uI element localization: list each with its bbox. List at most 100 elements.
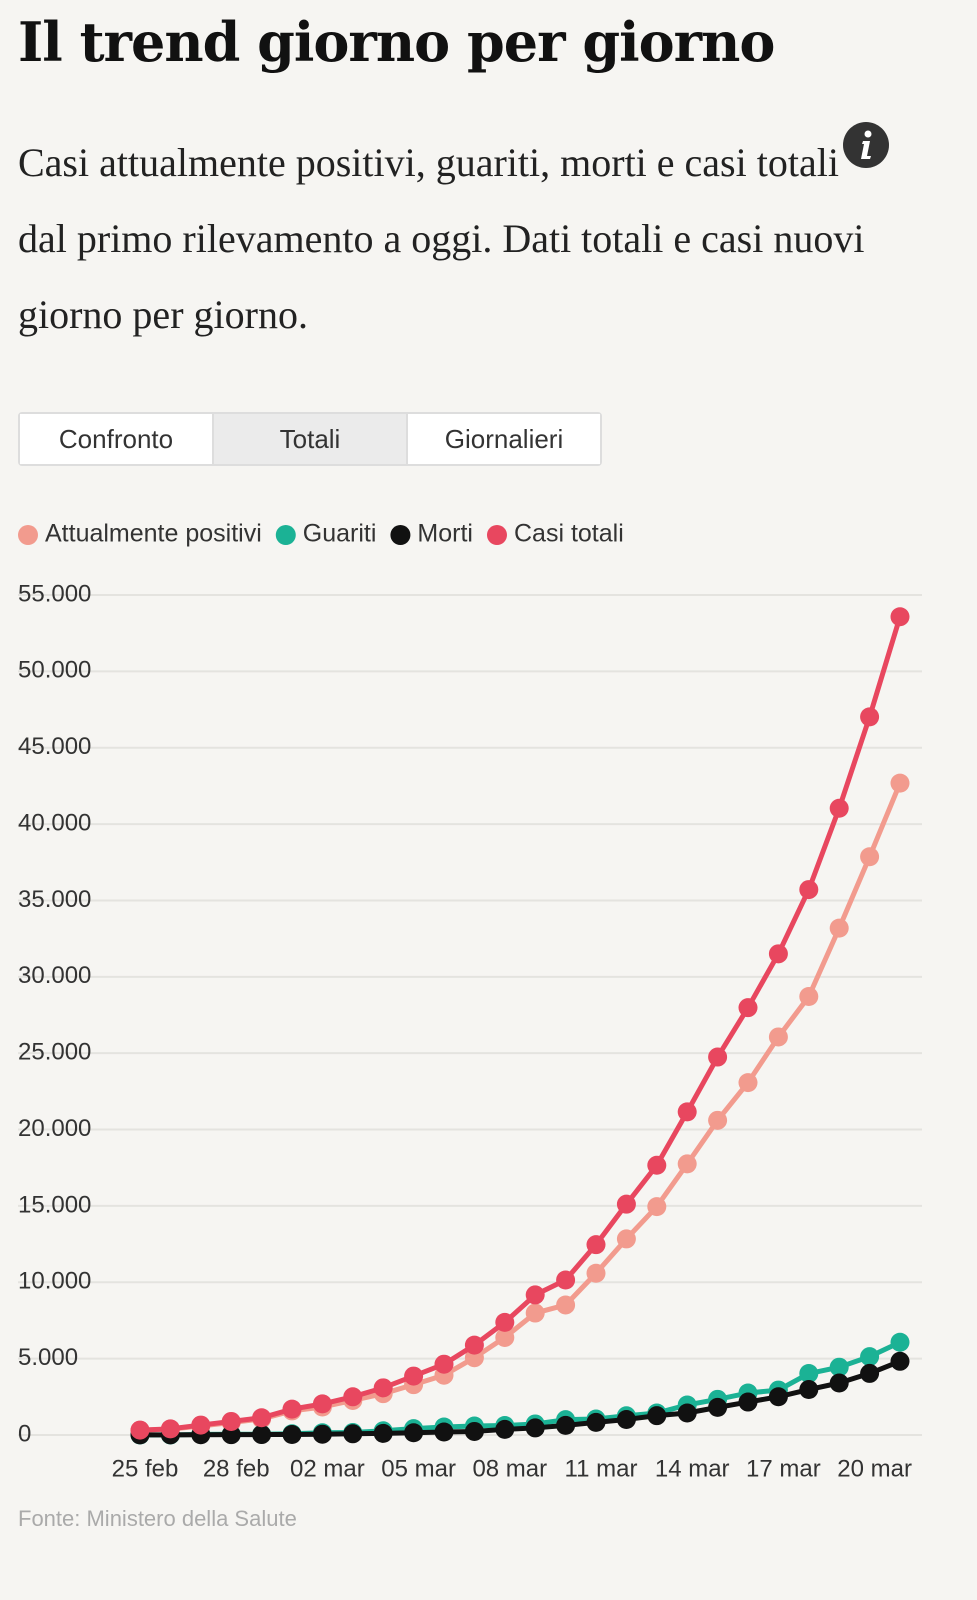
tab[interactable]: Totali xyxy=(214,414,408,464)
data-point xyxy=(890,773,910,793)
data-point xyxy=(708,1110,728,1130)
data-point xyxy=(252,1425,272,1445)
tab[interactable]: Confronto xyxy=(20,414,214,464)
data-point xyxy=(495,1327,515,1347)
tab[interactable]: Giornalieri xyxy=(408,414,600,464)
data-point xyxy=(525,1418,545,1438)
data-point xyxy=(647,1155,667,1175)
x-tick-label: 20 mar xyxy=(837,1455,912,1482)
y-tick-label: 25.000 xyxy=(18,1039,91,1066)
x-tick-label: 14 mar xyxy=(655,1455,730,1482)
y-tick-label: 20.000 xyxy=(18,1115,91,1142)
data-point xyxy=(130,1420,150,1440)
series-line xyxy=(139,782,903,1433)
data-point xyxy=(221,1425,241,1445)
data-point xyxy=(221,1411,241,1431)
data-point xyxy=(495,1312,515,1332)
legend-marker xyxy=(18,525,38,545)
data-point xyxy=(799,880,819,900)
data-point xyxy=(343,1424,363,1444)
subtitle: Casi attualmente positivi, guariti, mort… xyxy=(18,122,938,353)
data-point xyxy=(434,1354,454,1374)
x-tick-label: 28 feb xyxy=(203,1455,270,1482)
legend-label: Attualmente positivi xyxy=(45,520,262,548)
data-point xyxy=(252,1408,272,1428)
data-point xyxy=(282,1399,302,1419)
data-point xyxy=(282,1424,302,1444)
data-point xyxy=(495,1419,515,1439)
data-point xyxy=(404,1366,424,1386)
legend-marker xyxy=(486,525,507,545)
x-tick-label: 25 feb xyxy=(112,1455,179,1482)
data-point xyxy=(768,944,788,964)
data-point xyxy=(312,1394,332,1414)
tab-bar: Confronto Totali Giornalieri xyxy=(18,412,602,466)
data-point xyxy=(860,847,880,867)
y-tick-label: 0 xyxy=(18,1420,31,1447)
data-point xyxy=(890,607,910,627)
x-tick-label: 02 mar xyxy=(290,1455,365,1482)
data-point xyxy=(616,1229,636,1249)
legend-label: Guariti xyxy=(303,520,377,548)
data-point xyxy=(404,1423,424,1443)
data-point xyxy=(799,1364,819,1384)
data-point xyxy=(556,1415,576,1435)
data-point xyxy=(373,1423,393,1443)
data-point xyxy=(160,1419,180,1439)
y-tick-label: 30.000 xyxy=(18,962,91,989)
data-point xyxy=(586,1412,606,1432)
data-point xyxy=(860,1363,880,1383)
data-point xyxy=(890,1332,910,1352)
data-point xyxy=(829,798,849,818)
y-tick-label: 40.000 xyxy=(18,809,91,836)
data-point xyxy=(799,987,819,1007)
data-point xyxy=(343,1387,363,1407)
data-point xyxy=(586,1263,606,1283)
data-point xyxy=(464,1421,484,1441)
data-point xyxy=(647,1406,667,1426)
data-point xyxy=(860,707,880,727)
data-point xyxy=(738,1392,758,1412)
y-tick-label: 35.000 xyxy=(18,886,91,913)
data-point xyxy=(525,1285,545,1305)
data-point xyxy=(738,1073,758,1093)
title: Il trend giorno per giorno xyxy=(18,10,775,74)
legend-label: Casi totali xyxy=(514,520,624,548)
data-point xyxy=(616,1194,636,1214)
y-tick-label: 5.000 xyxy=(18,1344,78,1371)
data-point xyxy=(677,1154,697,1174)
y-tick-label: 10.000 xyxy=(18,1268,91,1295)
source: Fonte: Ministero della Salute xyxy=(18,1506,297,1531)
data-point xyxy=(768,1387,788,1407)
subtitle-text: Casi attualmente positivi, guariti, mort… xyxy=(18,140,839,185)
data-point xyxy=(525,1303,545,1323)
data-point xyxy=(738,998,758,1018)
data-point xyxy=(373,1378,393,1398)
data-point xyxy=(586,1235,606,1255)
x-tick-label: 05 mar xyxy=(381,1455,456,1482)
info-icon[interactable] xyxy=(842,122,889,168)
data-point xyxy=(708,1397,728,1417)
data-point xyxy=(556,1295,576,1315)
subtitle-text: dal primo rilevamento a oggi. Dati total… xyxy=(18,216,865,337)
y-tick-label: 55.000 xyxy=(18,580,91,607)
legend-label: Morti xyxy=(417,520,473,548)
data-point xyxy=(708,1047,728,1067)
y-tick-label: 15.000 xyxy=(18,1191,91,1218)
data-point xyxy=(647,1197,667,1217)
data-point xyxy=(768,1027,788,1047)
data-point xyxy=(677,1102,697,1122)
chart: Attualmente positivi Guariti Morti Casi tot… xyxy=(18,520,922,1531)
data-point xyxy=(677,1403,697,1423)
data-point xyxy=(312,1424,332,1444)
data-point xyxy=(556,1270,576,1290)
y-tick-label: 50.000 xyxy=(18,657,91,684)
data-point xyxy=(829,918,849,938)
legend-marker xyxy=(390,525,411,545)
data-point xyxy=(464,1335,484,1355)
data-point xyxy=(829,1357,849,1377)
x-tick-label: 17 mar xyxy=(746,1455,821,1482)
legend-marker xyxy=(275,525,296,545)
data-point xyxy=(434,1422,454,1442)
